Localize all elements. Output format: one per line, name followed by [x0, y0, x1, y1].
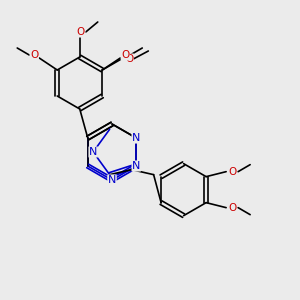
Text: O: O — [30, 50, 38, 60]
Text: N: N — [89, 147, 97, 157]
Text: O: O — [228, 167, 236, 177]
Text: N: N — [108, 175, 116, 185]
Text: N: N — [132, 161, 140, 171]
Text: O: O — [228, 203, 236, 213]
Text: O: O — [76, 27, 85, 37]
Text: O: O — [121, 50, 129, 60]
Text: N: N — [132, 133, 140, 143]
Text: O: O — [125, 54, 134, 64]
